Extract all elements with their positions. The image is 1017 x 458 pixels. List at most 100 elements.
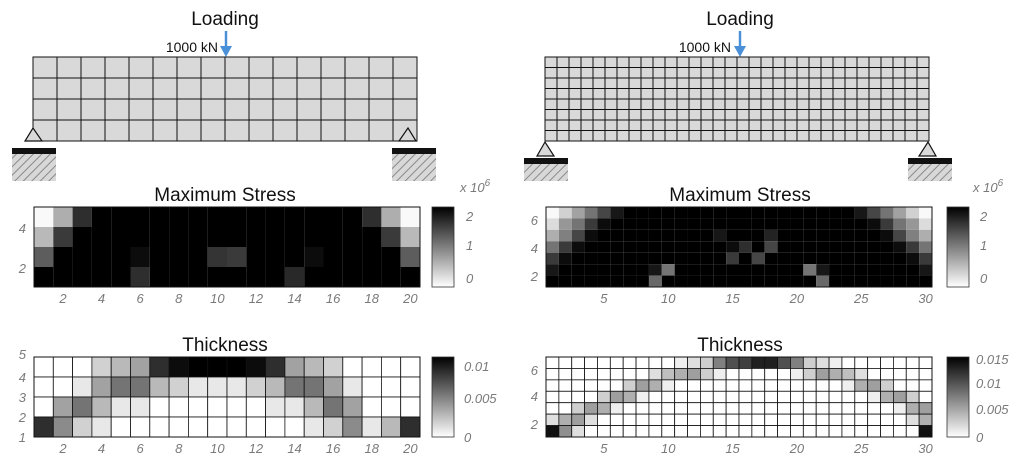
heatmap-cell [636, 426, 649, 437]
mesh-cell [605, 78, 617, 89]
heatmap-cell [816, 403, 829, 414]
heatmap-cell [893, 218, 906, 229]
heatmap-cell [610, 230, 623, 241]
mesh-cell [797, 99, 809, 110]
mesh-cell [845, 131, 857, 142]
heatmap-cell [169, 377, 188, 397]
heatmap-cell [829, 253, 842, 264]
heatmap-cell [881, 414, 894, 425]
heatmap-cell [610, 276, 623, 287]
mesh-cell [881, 78, 893, 89]
heatmap-cell [597, 230, 610, 241]
mesh-cell [869, 68, 881, 79]
mesh-cell [557, 131, 569, 142]
heatmap-cell [246, 247, 265, 267]
heatmap-cell [610, 426, 623, 437]
mesh-cell [701, 131, 713, 142]
mesh-cell [129, 57, 153, 78]
mesh-cell [701, 89, 713, 100]
colorbar-tick-label: 0 [464, 430, 472, 445]
heatmap-cell [636, 403, 649, 414]
heatmap-cell [726, 218, 739, 229]
heatmap-cell [713, 368, 726, 379]
mesh-cell [809, 110, 821, 121]
colorbar-tick-label: 0 [980, 271, 988, 286]
x-tick-label: 8 [175, 291, 183, 306]
heatmap-cell [726, 391, 739, 402]
mesh-cell [345, 99, 369, 120]
heatmap-cell [713, 207, 726, 218]
mesh-cell [689, 110, 701, 121]
heatmap-cell [546, 276, 559, 287]
mesh-cell [833, 99, 845, 110]
x-tick-label: 10 [661, 291, 676, 306]
mesh-cell [785, 120, 797, 131]
right-thickness-title: Thickness [697, 335, 783, 356]
mesh-cell [821, 120, 833, 131]
heatmap-cell [829, 391, 842, 402]
heatmap-cell [131, 417, 150, 437]
mesh-cell [857, 131, 869, 142]
heatmap-cell [188, 267, 207, 287]
mesh-cell [785, 57, 797, 68]
heatmap-cell [131, 267, 150, 287]
mesh-cell [821, 57, 833, 68]
heatmap-cell [304, 267, 323, 287]
heatmap-cell [778, 230, 791, 241]
mesh-cell [821, 68, 833, 79]
heatmap-cell [572, 276, 585, 287]
heatmap-cell [188, 247, 207, 267]
right-stress-plot: Maximum Stress 5 10 15 20 25 30 642 210 x 106 [530, 178, 1004, 306]
heatmap-cell [92, 417, 111, 437]
heatmap-cell [324, 207, 343, 227]
heatmap-cell [585, 391, 598, 402]
heatmap-cell [790, 391, 803, 402]
heatmap-cell [208, 357, 227, 377]
mesh-cell [689, 89, 701, 100]
mesh-cell [641, 89, 653, 100]
heatmap-cell [868, 207, 881, 218]
heatmap-cell [790, 241, 803, 252]
mesh-cell [833, 78, 845, 89]
mesh-cell [629, 110, 641, 121]
heatmap-cell [623, 241, 636, 252]
heatmap-cell [169, 267, 188, 287]
heatmap-cell [855, 230, 868, 241]
heatmap-cell [803, 426, 816, 437]
mesh-cell [249, 57, 273, 78]
heatmap-cell [906, 391, 919, 402]
heatmap-cell [893, 426, 906, 437]
heatmap-cell [829, 207, 842, 218]
heatmap-cell [649, 426, 662, 437]
mesh-cell [605, 68, 617, 79]
mesh-cell [641, 57, 653, 68]
heatmap-cell [881, 426, 894, 437]
mesh-cell [273, 78, 297, 99]
heatmap-cell [53, 377, 72, 397]
heatmap-cell [73, 267, 92, 287]
y-tick-label: 6 [531, 363, 539, 378]
heatmap-cell [688, 380, 701, 391]
heatmap-cell [73, 247, 92, 267]
heatmap-cell [803, 218, 816, 229]
mesh-cell [725, 131, 737, 142]
mesh-cell [905, 78, 917, 89]
heatmap-cell [559, 426, 572, 437]
mesh-cell [749, 57, 761, 68]
heatmap-cell [713, 426, 726, 437]
mesh-cell [273, 120, 297, 141]
right-stress-colorbar-ticks: 210 [979, 209, 988, 286]
heatmap-cell [585, 230, 598, 241]
heatmap-cell [559, 253, 572, 264]
mesh-cell [345, 78, 369, 99]
heatmap-cell [893, 230, 906, 241]
heatmap-cell [572, 426, 585, 437]
mesh-cell [545, 120, 557, 131]
heatmap-cell [34, 227, 53, 247]
heatmap-cell [546, 230, 559, 241]
heatmap-cell [546, 403, 559, 414]
heatmap-cell [285, 397, 304, 417]
heatmap-cell [778, 357, 791, 368]
mesh-cell [33, 78, 57, 99]
heatmap-cell [362, 357, 381, 377]
